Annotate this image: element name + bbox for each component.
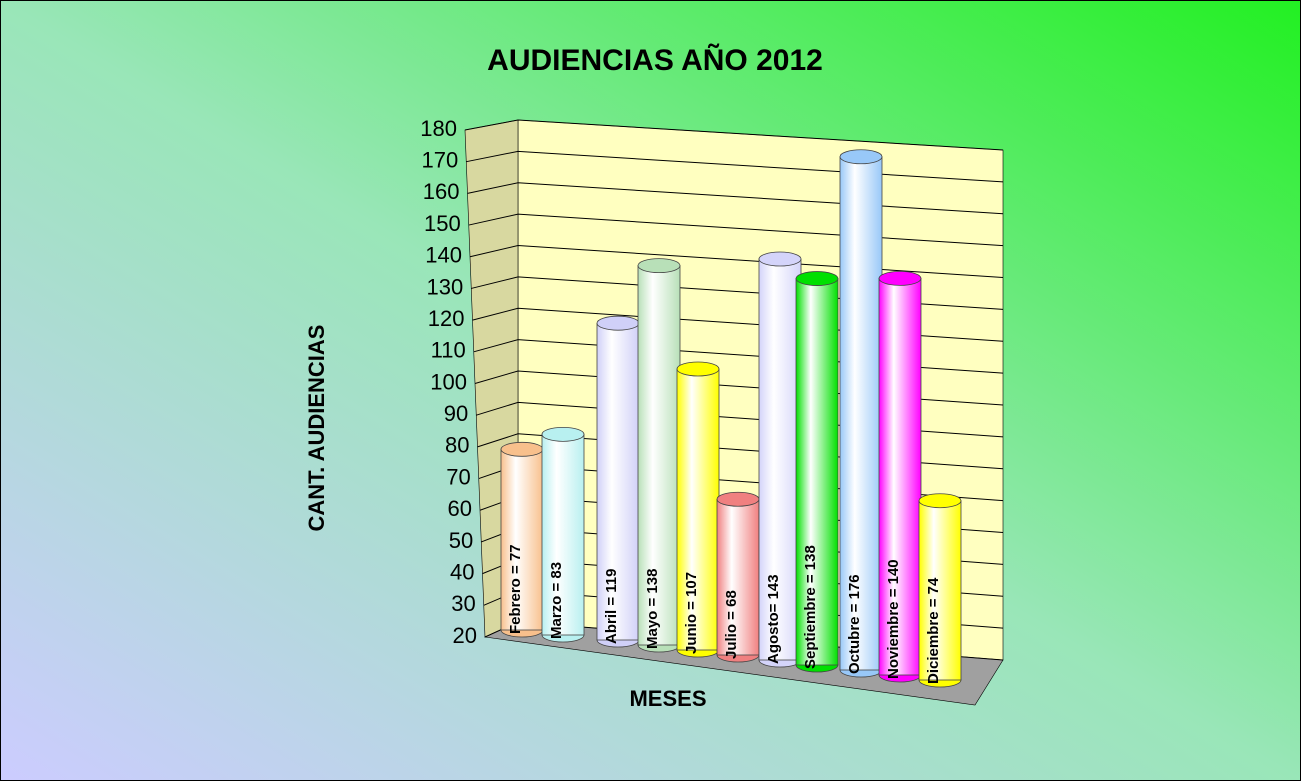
bar	[878, 277, 922, 676]
bar	[596, 322, 640, 641]
bar-top	[918, 493, 962, 509]
y-tick-label: 120	[428, 306, 465, 331]
y-tick-label: 160	[423, 179, 460, 204]
bar-top	[637, 258, 681, 274]
bar	[795, 278, 839, 666]
y-tick-label: 180	[420, 116, 457, 141]
bar	[758, 258, 802, 661]
y-tick-label: 100	[430, 369, 467, 394]
bar-top	[878, 270, 922, 286]
y-tick-label: 20	[453, 623, 477, 648]
y-tick-label: 110	[431, 338, 466, 363]
bar	[918, 500, 962, 681]
y-tick-label: 140	[425, 243, 462, 268]
bar-top	[676, 361, 720, 377]
data-label: Julio = 68	[723, 590, 740, 659]
bar	[676, 368, 720, 651]
bar-top	[795, 271, 839, 286]
chart-title: AUDIENCIAS AÑO 2012	[487, 43, 823, 77]
bar	[637, 265, 681, 646]
data-label: Septiembre = 138	[802, 545, 819, 669]
bar-top	[758, 251, 802, 267]
bar-top	[596, 315, 640, 331]
bar	[500, 448, 544, 631]
data-label: Abril = 119	[603, 569, 620, 644]
bar	[541, 433, 585, 636]
data-label: Marzo = 83	[548, 562, 565, 639]
bar-top	[716, 491, 760, 507]
bar-top	[839, 149, 883, 165]
data-label: Febrero = 77	[507, 544, 524, 634]
x-axis-label: MESES	[629, 686, 706, 711]
y-tick-label: 170	[422, 148, 459, 173]
y-axis-label: CANT. AUDIENCIAS	[304, 325, 329, 532]
bar	[839, 156, 883, 671]
data-label: Noviembre = 140	[885, 559, 902, 679]
y-tick-label: 30	[451, 591, 475, 616]
y-tick-label: 60	[448, 496, 472, 521]
y-tick-label: 130	[427, 274, 464, 299]
bar	[716, 498, 760, 656]
y-tick-label: 80	[445, 433, 469, 458]
y-tick-label: 90	[444, 401, 468, 426]
data-label: Agosto= 143	[765, 574, 782, 664]
data-label: Junio = 107	[683, 572, 700, 654]
y-tick-label: 40	[450, 559, 474, 584]
bar-top	[541, 426, 585, 442]
y-tick-label: 70	[446, 464, 470, 489]
data-label: Mayo = 138	[644, 569, 661, 649]
data-label: Octubre = 176	[846, 574, 863, 674]
y-tick-label: 150	[424, 211, 461, 236]
y-tick-label: 50	[449, 528, 473, 553]
data-label: Diciembre = 74	[925, 577, 942, 684]
grid-line	[464, 119, 1004, 151]
bar-top	[500, 441, 544, 457]
